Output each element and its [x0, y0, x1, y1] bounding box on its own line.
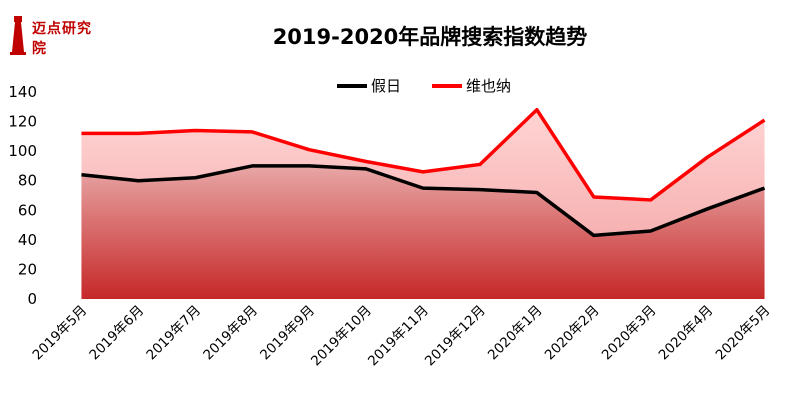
legend-label-假日: 假日	[371, 77, 401, 95]
y-axis: 0 20 40 60 80 100 120 140	[8, 83, 37, 308]
area-假日	[81, 165, 765, 299]
y-tick-label: 120	[8, 113, 37, 131]
x-tick-label: 2020年5月	[713, 303, 774, 364]
x-tick-label: 2020年2月	[542, 303, 603, 364]
x-tick-label: 2020年1月	[485, 303, 546, 364]
brand-logo: 迈点研究院	[6, 12, 98, 58]
y-tick-label: 20	[18, 260, 37, 278]
series-line-维也纳	[81, 107, 766, 202]
legend-label-维也纳: 维也纳	[466, 77, 511, 95]
x-tick-label: 2020年3月	[599, 303, 660, 364]
legend: 假日 维也纳	[337, 77, 511, 95]
y-tick-label: 60	[18, 201, 37, 219]
areas-layer	[81, 109, 765, 299]
brand-name: 迈点研究院	[32, 21, 92, 57]
x-tick-label: 2019年7月	[143, 303, 204, 364]
x-tick-label: 2019年6月	[86, 303, 147, 364]
y-tick-label: 80	[18, 172, 37, 190]
y-tick-label: 100	[8, 142, 37, 160]
y-tick-label: 140	[8, 83, 37, 101]
y-tick-label: 40	[18, 231, 37, 249]
lines-layer	[81, 107, 766, 238]
chart-title: 2019-2020年品牌搜索指数趋势	[273, 25, 588, 49]
series-line-假日	[81, 164, 766, 238]
x-tick-label: 2019年5月	[30, 303, 91, 364]
x-tick-label: 2019年12月	[422, 303, 489, 370]
x-tick-label: 2020年4月	[656, 303, 717, 364]
lighthouse-icon	[10, 16, 26, 55]
y-tick-label: 0	[27, 290, 37, 308]
x-tick-label: 2019年9月	[257, 303, 318, 364]
x-tick-label: 2019年8月	[200, 303, 261, 364]
